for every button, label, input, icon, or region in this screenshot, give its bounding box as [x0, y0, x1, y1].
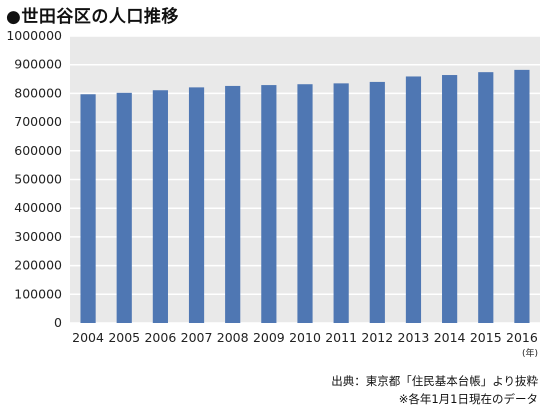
y-tick-label: 100000	[14, 286, 62, 301]
bar-2006	[152, 90, 168, 323]
bars	[80, 69, 530, 324]
x-tick-label: 2004	[72, 330, 104, 345]
y-tick-label: 0	[54, 315, 62, 330]
x-tick-label: 2016	[506, 330, 538, 345]
bar-chart: 0 100000 200000 300000 400000 500000 600000 700…	[6, 28, 540, 359]
y-tick-label: 800000	[14, 85, 62, 100]
y-tick-label: 300000	[14, 229, 62, 244]
bar-2015	[478, 72, 494, 323]
x-tick-label: 2009	[253, 330, 285, 345]
x-axis-labels: 2004 2005 2006 2007 2008 2009 2010 2011 2012 2013…	[72, 330, 538, 345]
x-tick-label: 2008	[217, 330, 249, 345]
x-tick-label: 2007	[181, 330, 213, 345]
bar-2011	[333, 83, 349, 323]
bar-2014	[442, 75, 458, 323]
x-tick-label: 2005	[108, 330, 140, 345]
data-date-note: ※各年1月1日現在のデータ	[398, 392, 538, 406]
chart-title: ●世田谷区の人口推移	[6, 7, 179, 27]
x-axis-unit: (年)	[522, 347, 538, 359]
x-tick-label: 2013	[398, 330, 430, 345]
y-tick-label: 600000	[14, 143, 62, 158]
y-tick-label: 700000	[14, 114, 62, 129]
bar-2012	[369, 81, 385, 323]
bar-2008	[225, 85, 241, 323]
bar-2010	[297, 84, 313, 323]
bar-2004	[80, 94, 96, 323]
x-tick-label: 2014	[434, 330, 466, 345]
y-tick-label: 400000	[14, 200, 62, 215]
x-tick-label: 2010	[289, 330, 321, 345]
bar-2013	[405, 76, 422, 323]
y-tick-label: 200000	[14, 258, 62, 273]
x-tick-label: 2015	[470, 330, 502, 345]
source-note: 出典：東京都「住民基本台帳」より抜粋	[331, 374, 538, 388]
bar-2016	[514, 69, 530, 323]
x-tick-label: 2012	[361, 330, 393, 345]
bar-2009	[261, 85, 277, 324]
x-tick-label: 2006	[144, 330, 176, 345]
y-axis-labels: 0 100000 200000 300000 400000 500000 600000 700…	[6, 28, 62, 330]
bar-2005	[116, 92, 132, 324]
x-tick-label: 2011	[325, 330, 357, 345]
y-tick-label: 900000	[14, 57, 62, 72]
y-tick-label: 500000	[14, 172, 62, 187]
y-tick-label: 1000000	[6, 28, 62, 43]
bar-2007	[188, 87, 205, 323]
